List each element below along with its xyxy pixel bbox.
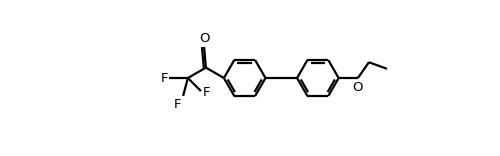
Text: O: O (352, 81, 363, 94)
Text: F: F (174, 98, 182, 111)
Text: F: F (202, 86, 210, 99)
Text: O: O (199, 32, 209, 45)
Text: F: F (160, 71, 168, 85)
